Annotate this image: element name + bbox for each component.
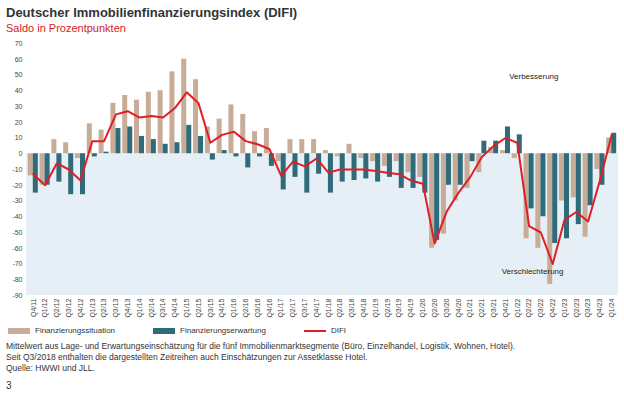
svg-text:-70: -70	[12, 260, 22, 267]
svg-text:Q1/15: Q1/15	[183, 298, 191, 317]
svg-text:Q1/21: Q1/21	[466, 298, 474, 317]
svg-text:50: 50	[15, 71, 23, 78]
svg-text:-10: -10	[12, 166, 22, 173]
svg-text:Q3/19: Q3/19	[395, 298, 403, 317]
html-text:Mittelwert aus Lage- und Erwar: Mittelwert aus Lage- und Erwartungseinsc…	[6, 341, 516, 351]
svg-text:Q1/17: Q1/17	[277, 298, 285, 317]
svg-text:Q4/14: Q4/14	[171, 298, 179, 317]
svg-text:Q3/17: Q3/17	[301, 298, 309, 317]
svg-text:Q2/13: Q2/13	[100, 298, 108, 317]
svg-text:Q4/23: Q4/23	[596, 298, 604, 317]
svg-text:Q2/15: Q2/15	[195, 298, 203, 317]
svg-text:Q3/18: Q3/18	[348, 298, 356, 317]
svg-text:Q1/23: Q1/23	[561, 298, 569, 317]
svg-text:-20: -20	[12, 181, 22, 188]
svg-text:60: 60	[15, 55, 23, 62]
svg-text:Q3/13: Q3/13	[112, 298, 120, 317]
html-text:3: 3	[6, 380, 12, 391]
svg-text:Q1/20: Q1/20	[419, 298, 427, 317]
svg-text:40: 40	[15, 87, 23, 94]
svg-text:70: 70	[15, 40, 23, 47]
svg-text:Q2/20: Q2/20	[431, 298, 439, 317]
svg-text:-90: -90	[12, 292, 22, 299]
html-text:Saldo in Prozentpunkten: Saldo in Prozentpunkten	[6, 22, 126, 34]
svg-text:Q4/20: Q4/20	[454, 298, 462, 317]
svg-text:Q2/14: Q2/14	[148, 298, 156, 317]
svg-text:Q4/21: Q4/21	[502, 298, 510, 317]
svg-text:-60: -60	[12, 244, 22, 251]
svg-text:10: 10	[15, 134, 23, 141]
svg-text:Q4/18: Q4/18	[360, 298, 368, 317]
svg-text:Q4/22: Q4/22	[549, 298, 557, 317]
html-text:DIFI: DIFI	[330, 326, 346, 335]
svg-text:Q3/22: Q3/22	[537, 298, 545, 317]
html-text:Finanzierungserwartung: Finanzierungserwartung	[180, 326, 266, 335]
svg-text:Q4/16: Q4/16	[266, 298, 274, 317]
svg-text:Q4/19: Q4/19	[407, 298, 415, 317]
svg-text:20: 20	[15, 118, 23, 125]
svg-text:Q4/13: Q4/13	[124, 298, 132, 317]
svg-text:Q1/22: Q1/22	[514, 298, 522, 317]
html-text:Finanzierungssituation: Finanzierungssituation	[35, 326, 115, 335]
svg-text:Verbesserung: Verbesserung	[509, 72, 558, 81]
svg-text:Q1/18: Q1/18	[325, 298, 333, 317]
svg-text:Q2/23: Q2/23	[573, 298, 581, 317]
svg-text:Q3/15: Q3/15	[207, 298, 215, 317]
svg-text:Q3/16: Q3/16	[254, 298, 262, 317]
svg-text:Q2/16: Q2/16	[242, 298, 250, 317]
svg-text:Q4/15: Q4/15	[218, 298, 226, 317]
svg-text:Q3/20: Q3/20	[443, 298, 451, 317]
svg-text:Q4/12: Q4/12	[77, 298, 85, 317]
html-text:Seit Q3/2018 enthalten die dar: Seit Q3/2018 enthalten die dargestellten…	[6, 352, 368, 362]
svg-text:Q1/19: Q1/19	[372, 298, 380, 317]
svg-text:Q2/12: Q2/12	[53, 298, 61, 317]
html-text:Quelle: HWWI und JLL.: Quelle: HWWI und JLL.	[6, 363, 95, 373]
svg-text:Q3/12: Q3/12	[65, 298, 73, 317]
svg-text:Q2/22: Q2/22	[525, 298, 533, 317]
svg-text:Q4/17: Q4/17	[313, 298, 321, 317]
svg-text:Q3/14: Q3/14	[159, 298, 167, 317]
svg-text:Q2/21: Q2/21	[478, 298, 486, 317]
svg-text:Q2/17: Q2/17	[289, 298, 297, 317]
svg-text:-30: -30	[12, 197, 22, 204]
svg-text:-40: -40	[12, 213, 22, 220]
svg-text:Q4/11: Q4/11	[30, 298, 38, 317]
svg-text:Q1/24: Q1/24	[608, 298, 616, 317]
svg-text:Q2/19: Q2/19	[384, 298, 392, 317]
html-text:Deutscher Immobilienfinanzieru: Deutscher Immobilienfinanzierungsindex (…	[6, 5, 298, 20]
svg-text:-50: -50	[12, 229, 22, 236]
svg-text:-80: -80	[12, 276, 22, 283]
svg-text:0: 0	[19, 150, 23, 157]
svg-text:Q1/13: Q1/13	[89, 298, 97, 317]
svg-text:Verschlechterung: Verschlechterung	[502, 267, 564, 276]
svg-text:Q1/12: Q1/12	[41, 298, 49, 317]
svg-text:Q3/21: Q3/21	[490, 298, 498, 317]
svg-text:Q1/16: Q1/16	[230, 298, 238, 317]
svg-text:Q3/23: Q3/23	[584, 298, 592, 317]
svg-text:Q1/14: Q1/14	[136, 298, 144, 317]
svg-text:30: 30	[15, 103, 23, 110]
svg-text:Q2/18: Q2/18	[336, 298, 344, 317]
